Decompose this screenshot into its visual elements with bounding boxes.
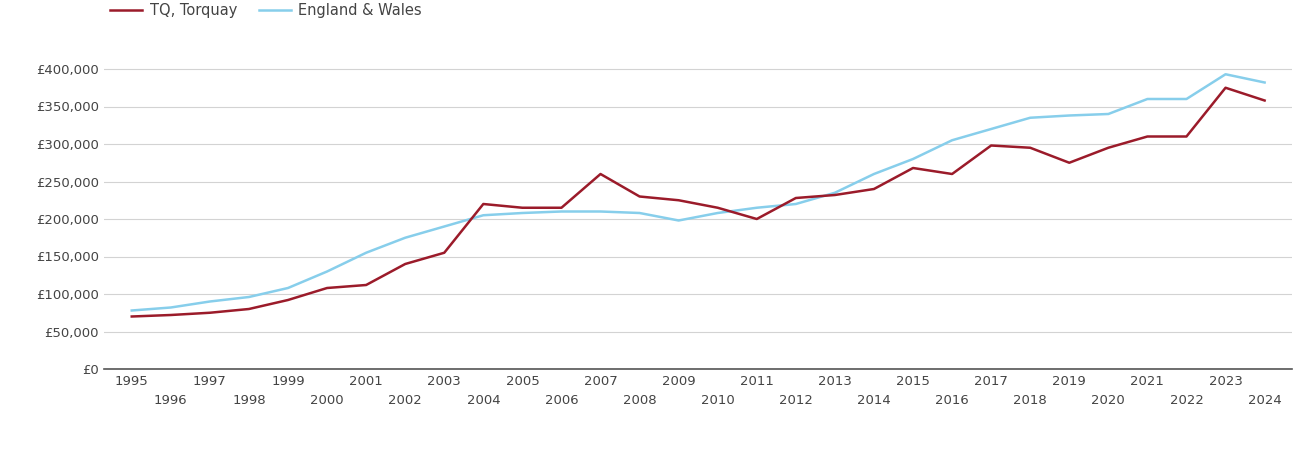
TQ, Torquay: [163, 312, 179, 318]
TQ, Torquay: [1061, 160, 1077, 166]
TQ, Torquay: [867, 186, 882, 192]
England & Wales: [1139, 96, 1155, 102]
Line: TQ, Torquay: TQ, Torquay: [132, 88, 1265, 316]
England & Wales: [710, 210, 726, 216]
England & Wales: [1218, 72, 1233, 77]
TQ, Torquay: [241, 306, 257, 312]
TQ, Torquay: [397, 261, 412, 267]
England & Wales: [632, 210, 647, 216]
TQ, Torquay: [827, 192, 843, 198]
TQ, Torquay: [124, 314, 140, 319]
England & Wales: [827, 190, 843, 195]
England & Wales: [945, 138, 960, 143]
England & Wales: [788, 201, 804, 207]
England & Wales: [1022, 115, 1037, 121]
TQ, Torquay: [632, 194, 647, 199]
TQ, Torquay: [320, 285, 335, 291]
England & Wales: [124, 308, 140, 313]
England & Wales: [436, 224, 452, 229]
England & Wales: [514, 210, 530, 216]
TQ, Torquay: [749, 216, 765, 222]
England & Wales: [1257, 80, 1272, 85]
TQ, Torquay: [945, 171, 960, 177]
England & Wales: [984, 126, 1000, 132]
TQ, Torquay: [1178, 134, 1194, 139]
England & Wales: [202, 299, 218, 304]
TQ, Torquay: [788, 195, 804, 201]
England & Wales: [320, 269, 335, 274]
TQ, Torquay: [1257, 98, 1272, 103]
TQ, Torquay: [1022, 145, 1037, 150]
TQ, Torquay: [1100, 145, 1116, 150]
England & Wales: [163, 305, 179, 310]
TQ, Torquay: [592, 171, 608, 177]
England & Wales: [749, 205, 765, 211]
TQ, Torquay: [1218, 85, 1233, 90]
England & Wales: [397, 235, 412, 240]
TQ, Torquay: [671, 198, 686, 203]
Line: England & Wales: England & Wales: [132, 74, 1265, 310]
England & Wales: [1061, 113, 1077, 118]
England & Wales: [671, 218, 686, 223]
England & Wales: [906, 156, 921, 162]
TQ, Torquay: [906, 165, 921, 171]
TQ, Torquay: [202, 310, 218, 315]
England & Wales: [359, 250, 375, 256]
England & Wales: [241, 294, 257, 300]
England & Wales: [867, 171, 882, 177]
TQ, Torquay: [710, 205, 726, 211]
England & Wales: [475, 212, 491, 218]
England & Wales: [553, 209, 569, 214]
TQ, Torquay: [1139, 134, 1155, 139]
TQ, Torquay: [984, 143, 1000, 148]
TQ, Torquay: [475, 201, 491, 207]
TQ, Torquay: [281, 297, 296, 303]
England & Wales: [1100, 111, 1116, 117]
TQ, Torquay: [436, 250, 452, 256]
England & Wales: [281, 285, 296, 291]
TQ, Torquay: [553, 205, 569, 211]
TQ, Torquay: [514, 205, 530, 211]
England & Wales: [1178, 96, 1194, 102]
TQ, Torquay: [359, 282, 375, 288]
Legend: TQ, Torquay, England & Wales: TQ, Torquay, England & Wales: [104, 0, 428, 24]
England & Wales: [592, 209, 608, 214]
